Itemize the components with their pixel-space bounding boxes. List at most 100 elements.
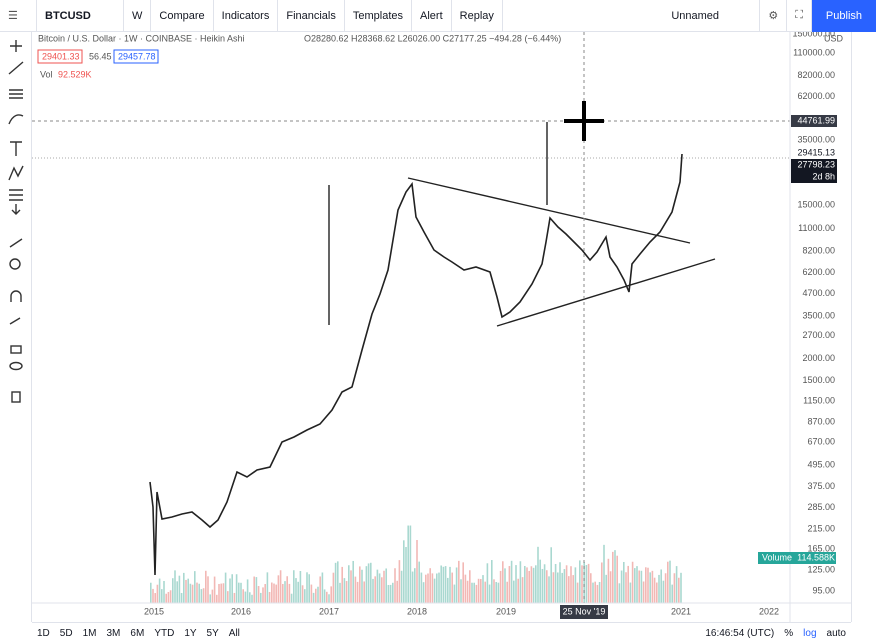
- range-button[interactable]: 6M: [130, 628, 145, 639]
- volume-bar: [381, 577, 383, 603]
- range-button[interactable]: 3M: [106, 628, 121, 639]
- text-tool[interactable]: [10, 141, 22, 156]
- stay-drawing[interactable]: [9, 317, 21, 325]
- brush-tool[interactable]: [8, 114, 24, 125]
- volume-bar: [669, 560, 671, 603]
- volume-bar: [163, 580, 165, 603]
- fib-tool[interactable]: [9, 89, 23, 99]
- volume-bar: [612, 551, 614, 603]
- price-label: 15000.00: [797, 199, 835, 209]
- auto-toggle[interactable]: auto: [826, 628, 846, 639]
- volume-bar: [475, 584, 478, 603]
- zoom-tool[interactable]: [9, 258, 21, 270]
- volume-bar: [374, 576, 376, 603]
- interval[interactable]: W: [124, 0, 152, 32]
- volume-bar: [275, 584, 277, 603]
- volume-bar: [282, 583, 284, 603]
- prediction-tool[interactable]: [9, 189, 23, 201]
- drawing-toolbar: [0, 32, 32, 622]
- volume-bar: [653, 577, 656, 603]
- volume-bar: [396, 580, 398, 603]
- volume-bar: [409, 525, 412, 603]
- trendline[interactable]: [407, 177, 691, 244]
- crosshair-tool[interactable]: [10, 40, 22, 52]
- volume-bar: [662, 580, 665, 603]
- ruler-tool[interactable]: [9, 238, 23, 248]
- sell-price: 29401.33: [42, 51, 80, 61]
- volume-bar: [460, 579, 462, 603]
- volume-bar: [510, 560, 513, 603]
- more-tools[interactable]: [11, 204, 21, 215]
- volume-bar: [293, 570, 295, 603]
- volume-bar: [174, 570, 176, 603]
- volume-bar: [609, 571, 612, 603]
- volume-bar: [473, 582, 475, 603]
- volume-bar: [273, 583, 275, 603]
- price-label: 8200.00: [802, 245, 835, 255]
- range-button[interactable]: 5Y: [206, 628, 219, 639]
- volume-bar: [480, 578, 482, 603]
- volume-bar: [436, 573, 438, 603]
- buy-box[interactable]: [113, 49, 159, 64]
- volume-bar: [290, 593, 293, 603]
- volume-bar: [361, 569, 363, 603]
- menu[interactable]: ☰: [0, 0, 37, 32]
- volume-bar: [614, 550, 616, 603]
- toolbar-button[interactable]: Alert: [412, 0, 452, 32]
- volume-bar: [251, 594, 253, 603]
- countdown-box: [791, 171, 837, 183]
- volume-bar: [497, 582, 500, 603]
- layout-name[interactable]: Unnamed: [663, 0, 761, 32]
- settings[interactable]: ⚙: [760, 0, 788, 32]
- volume-bar: [572, 575, 574, 603]
- volume-bar: [242, 589, 244, 603]
- volume-bar: [231, 574, 233, 603]
- log-toggle[interactable]: log: [803, 628, 817, 639]
- range-button[interactable]: YTD: [154, 628, 175, 639]
- range-button[interactable]: 1Y: [184, 628, 197, 639]
- fullscreen[interactable]: ⛶: [787, 0, 812, 32]
- volume-bar: [367, 563, 370, 603]
- volume-bar: [664, 573, 667, 603]
- volume-bar: [244, 591, 247, 603]
- range-button[interactable]: All: [228, 628, 240, 639]
- trendline[interactable]: [496, 258, 716, 327]
- symbol[interactable]: BTCUSD: [37, 0, 124, 32]
- volume-bar: [537, 546, 539, 603]
- lock-tool[interactable]: [10, 345, 22, 354]
- publish-button[interactable]: Publish: [811, 0, 876, 32]
- sell-box[interactable]: [37, 49, 83, 64]
- volume-bar: [631, 561, 634, 603]
- volume-bar: [352, 560, 354, 603]
- magnet-tool[interactable]: [10, 290, 22, 302]
- trendline-tool[interactable]: [8, 61, 24, 75]
- last-price-box: [791, 147, 837, 159]
- toolbar-button[interactable]: Compare: [151, 0, 214, 32]
- toolbar-button[interactable]: Indicators: [214, 0, 279, 32]
- range-button[interactable]: 1M: [82, 628, 97, 639]
- price-label: 1500.00: [802, 375, 835, 385]
- toolbar-button[interactable]: Templates: [345, 0, 413, 32]
- volume-bar: [260, 592, 262, 603]
- price-label: 95.00: [812, 586, 835, 596]
- volume-bar: [607, 558, 610, 603]
- hide-tool[interactable]: [9, 361, 23, 371]
- volume-bar: [268, 591, 271, 603]
- volume-bar: [414, 568, 416, 603]
- volume-bar: [634, 568, 636, 603]
- volume-bar: [213, 576, 216, 603]
- volume-bar: [286, 576, 288, 603]
- range-button[interactable]: 5D: [59, 628, 73, 639]
- toolbar-button[interactable]: Replay: [452, 0, 503, 32]
- percent-toggle[interactable]: %: [784, 628, 794, 639]
- legend-title: Bitcoin / U.S. Dollar · 1W · COINBASE · …: [38, 33, 245, 43]
- volume-bar: [227, 591, 229, 603]
- delete-tool[interactable]: [11, 391, 21, 403]
- volume-bar: [372, 578, 374, 603]
- volume-bar: [306, 572, 308, 603]
- range-button[interactable]: 1D: [37, 628, 50, 639]
- pattern-tool[interactable]: [8, 165, 24, 181]
- volume-bar: [224, 572, 227, 603]
- toolbar-button[interactable]: Financials: [278, 0, 345, 32]
- volume-legend-value: 92.529K: [58, 69, 92, 79]
